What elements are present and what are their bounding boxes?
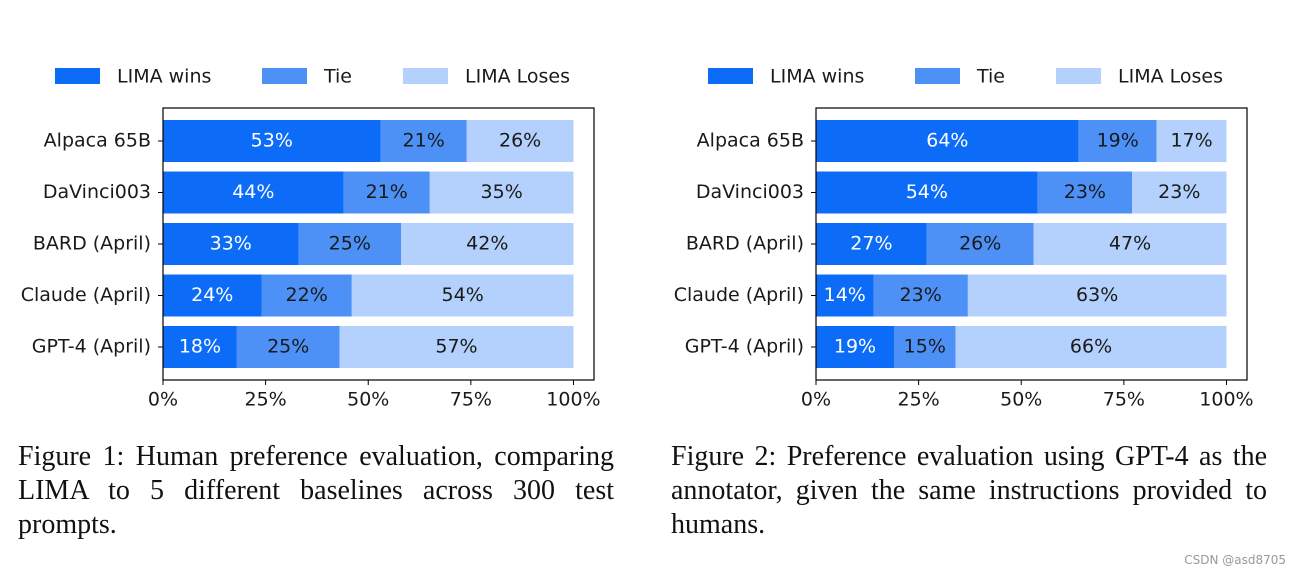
bar-segment xyxy=(163,120,381,162)
value-label: 19% xyxy=(834,336,876,358)
value-label: 63% xyxy=(1076,284,1118,306)
bar-segment xyxy=(163,223,299,265)
legend-swatch xyxy=(403,68,448,84)
bar-segment xyxy=(343,171,430,214)
legend-label: LIMA Loses xyxy=(465,66,570,88)
value-label: 23% xyxy=(1158,181,1200,203)
x-tick-label: 0% xyxy=(801,389,831,411)
plot-frame xyxy=(815,107,1248,381)
value-label: 18% xyxy=(179,336,221,358)
x-tick-label: 100% xyxy=(546,389,600,411)
x-tick-label: 25% xyxy=(898,389,940,411)
legend-label: LIMA wins xyxy=(770,66,864,88)
bar-segment xyxy=(1078,120,1157,162)
value-label: 47% xyxy=(1109,233,1151,255)
bar-segment xyxy=(816,120,1079,162)
legend-swatch xyxy=(1056,68,1101,84)
y-tick-label: Claude (April) xyxy=(21,284,151,306)
bar-segment xyxy=(1033,223,1227,265)
bar-segment xyxy=(1156,120,1227,162)
value-label: 44% xyxy=(232,181,274,203)
y-tick-label: BARD (April) xyxy=(33,233,151,255)
bar-segment xyxy=(339,326,574,368)
value-label: 53% xyxy=(251,130,293,152)
legend-label: LIMA Loses xyxy=(1118,66,1223,88)
watermark: CSDN @asd8705 xyxy=(1184,553,1286,567)
y-tick-label: GPT-4 (April) xyxy=(685,336,804,358)
y-tick-label: DaVinci003 xyxy=(43,181,151,203)
value-label: 57% xyxy=(435,336,477,358)
caption: Figure 2: Preference evaluation using GP… xyxy=(671,441,1267,540)
value-label: 19% xyxy=(1097,130,1139,152)
legend-label: LIMA wins xyxy=(117,66,211,88)
value-label: 15% xyxy=(904,336,946,358)
bar-segment xyxy=(893,326,956,368)
legend-swatch xyxy=(55,68,100,84)
y-tick-label: Claude (April) xyxy=(674,284,804,306)
y-tick-label: Alpaca 65B xyxy=(697,130,804,152)
legend-label: Tie xyxy=(323,66,352,88)
bar-segment xyxy=(816,171,1038,214)
value-label: 64% xyxy=(926,130,968,152)
bar-segment xyxy=(955,326,1227,368)
bar-segment xyxy=(967,274,1227,317)
bar-segment xyxy=(873,274,968,317)
value-label: 21% xyxy=(403,130,445,152)
plot-frame xyxy=(162,107,595,381)
value-label: 33% xyxy=(210,233,252,255)
y-tick-label: DaVinci003 xyxy=(696,181,804,203)
bar-segment xyxy=(401,223,574,265)
bar-segment xyxy=(429,171,574,214)
bar-segment xyxy=(1037,171,1133,214)
value-label: 35% xyxy=(481,181,523,203)
value-label: 54% xyxy=(442,284,484,306)
legend-label: Tie xyxy=(976,66,1005,88)
y-tick-label: Alpaca 65B xyxy=(44,130,151,152)
bar-segment xyxy=(816,326,894,368)
value-label: 26% xyxy=(499,130,541,152)
value-label: 17% xyxy=(1170,130,1212,152)
x-tick-label: 50% xyxy=(347,389,389,411)
value-label: 27% xyxy=(850,233,892,255)
x-tick-label: 0% xyxy=(148,389,178,411)
value-label: 23% xyxy=(900,284,942,306)
value-label: 42% xyxy=(466,233,508,255)
value-label: 66% xyxy=(1070,336,1112,358)
value-label: 21% xyxy=(366,181,408,203)
bar-segment xyxy=(1132,171,1227,214)
legend-swatch xyxy=(708,68,753,84)
bar-segment xyxy=(351,274,574,317)
value-label: 26% xyxy=(959,233,1001,255)
y-tick-label: GPT-4 (April) xyxy=(32,336,151,358)
bar-segment xyxy=(816,223,927,265)
bar-segment xyxy=(298,223,402,265)
legend-swatch xyxy=(915,68,960,84)
bar-segment xyxy=(261,274,352,317)
bar-segment xyxy=(163,171,344,214)
bar-segment xyxy=(816,274,874,317)
x-tick-label: 75% xyxy=(1103,389,1145,411)
x-tick-label: 50% xyxy=(1000,389,1042,411)
bar-segment xyxy=(380,120,467,162)
bar-segment xyxy=(236,326,340,368)
value-label: 22% xyxy=(286,284,328,306)
caption: Figure 1: Human preference evaluation, c… xyxy=(18,441,614,540)
value-label: 24% xyxy=(191,284,233,306)
x-tick-label: 25% xyxy=(245,389,287,411)
x-tick-label: 100% xyxy=(1199,389,1253,411)
value-label: 25% xyxy=(329,233,371,255)
bar-segment xyxy=(466,120,574,162)
value-label: 54% xyxy=(906,181,948,203)
charts: LIMA wins Tie LIMA Loses Alpaca 65B 53% 21% 26… xyxy=(21,66,1254,411)
bar-segment xyxy=(926,223,1034,265)
value-label: 14% xyxy=(824,284,866,306)
legend-swatch xyxy=(262,68,307,84)
value-label: 25% xyxy=(267,336,309,358)
x-tick-label: 75% xyxy=(450,389,492,411)
bar-segment xyxy=(163,274,262,317)
value-label: 23% xyxy=(1064,181,1106,203)
y-tick-label: BARD (April) xyxy=(686,233,804,255)
bar-segment xyxy=(163,326,237,368)
